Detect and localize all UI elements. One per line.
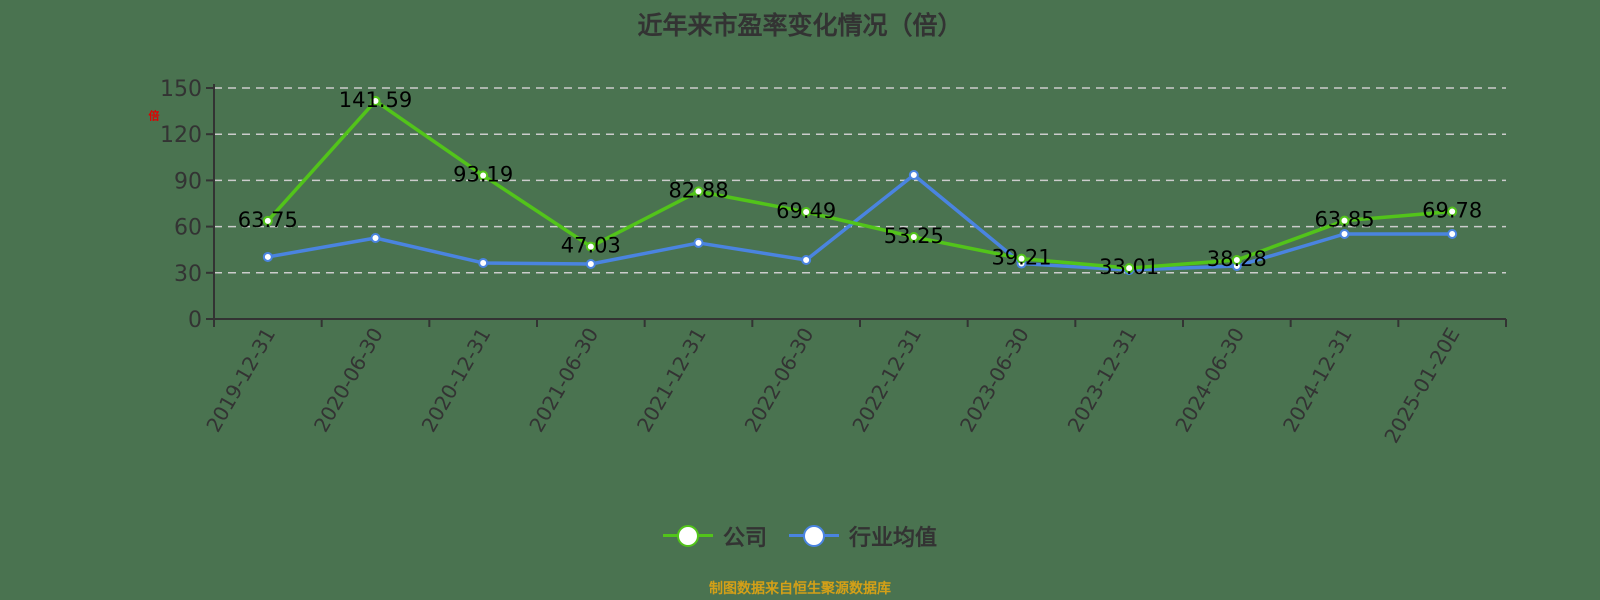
x-tick-label: 2023-12-31 [1063,324,1142,437]
data-point[interactable] [693,237,704,248]
grid-lines [214,87,1506,274]
axes [206,84,1507,327]
legend-company-marker-icon [662,524,713,548]
legend: 公司 行业均值 [0,520,1600,552]
x-tick-label: 2020-12-31 [417,323,496,436]
data-point[interactable] [1124,263,1135,274]
x-tick-label: 2021-06-30 [524,324,603,437]
y-tick-label: 90 [174,169,202,194]
data-point[interactable] [585,259,596,270]
company-data-label: 63.85 [1314,208,1374,232]
y-tick-label: 0 [188,308,202,333]
data-series [262,95,1458,276]
legend-item-industry[interactable]: 行业均值 [789,520,937,552]
x-tick-label: 2020-06-30 [309,324,388,437]
data-point[interactable] [478,170,489,181]
x-tick-label: 2024-12-31 [1278,324,1357,437]
company-data-label: 38.28 [1207,247,1267,271]
y-tick-label: 150 [160,77,202,102]
company-data-label: 39.21 [991,246,1051,270]
data-point[interactable] [370,95,381,106]
data-point[interactable] [1447,206,1458,217]
x-tick-label: 2022-06-30 [740,324,819,437]
company-data-label: 47.03 [561,234,621,258]
company-data-label: 69.49 [776,199,836,223]
y-axis-ticks: 0 30 60 90 120 150 [160,77,202,333]
data-point[interactable] [1016,253,1027,264]
legend-industry-label: 行业均值 [849,526,938,551]
y-tick-label: 120 [160,123,202,148]
company-data-label: 53.25 [884,224,944,248]
data-point[interactable] [908,231,919,242]
data-point[interactable] [262,215,273,226]
data-point[interactable] [1339,228,1350,239]
y-axis-unit-label: 倍 [147,110,160,121]
x-tick-label: 2019-12-31 [201,324,280,437]
company-data-label: 93.19 [453,162,513,186]
data-point[interactable] [370,232,381,243]
data-point[interactable] [1339,215,1350,226]
x-tick-label: 2022-12-31 [847,323,926,436]
data-point[interactable] [801,255,812,266]
company-data-label: 69.78 [1422,199,1482,223]
data-point[interactable] [1231,255,1242,266]
company-line [266,99,1453,270]
data-labels: 63.75 141.59 93.19 47.03 82.88 69.49 53.25 39.2… [238,88,1482,279]
x-tick-label: 2021-12-31 [632,324,711,437]
data-source-note: 制图数据来自恒生聚源数据库 [709,581,891,597]
y-tick-label: 60 [174,216,202,241]
data-point[interactable] [908,170,919,181]
x-axis-ticks: 2019-12-31 2020-06-30 2020-12-31 2021-06-30… [201,323,1464,447]
chart-title: 近年来市盈率变化情况（倍） [637,11,963,40]
data-point[interactable] [585,241,596,252]
legend-company-label: 公司 [722,526,767,551]
x-tick-label: 2025-01-20E [1379,324,1464,448]
data-point[interactable] [693,186,704,197]
x-tick-label: 2024-06-30 [1170,324,1249,437]
legend-item-company[interactable]: 公司 [662,520,767,552]
company-data-label: 63.75 [238,208,298,232]
x-tick-label: 2023-06-30 [955,324,1034,437]
company-data-label: 82.88 [668,178,728,202]
company-data-label: 141.59 [339,88,412,112]
y-tick-label: 30 [174,262,202,287]
data-point[interactable] [1447,228,1458,239]
company-data-label: 33.01 [1099,255,1159,279]
industry-line [267,173,1453,272]
data-point[interactable] [262,251,273,262]
data-point[interactable] [478,257,489,268]
data-point[interactable] [801,206,812,217]
legend-industry-marker-icon [789,524,839,548]
